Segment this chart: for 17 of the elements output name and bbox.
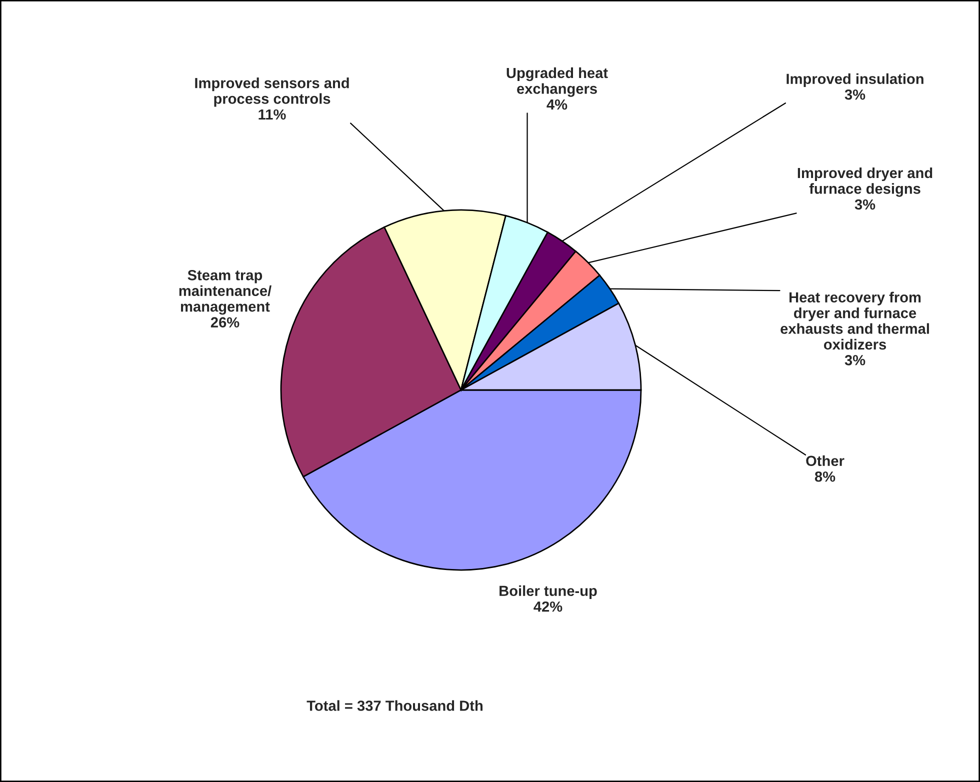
- slice-label: Other: [806, 455, 844, 466]
- data-label: 3%: [844, 355, 866, 366]
- text: Total = 337 Thousand Dth: [306, 700, 482, 711]
- slice-label: Improved insulation: [786, 73, 924, 87]
- data-label: 8%: [814, 471, 836, 482]
- data-label: 4%: [546, 99, 568, 110]
- slice-label: Boiler tune-up: [500, 585, 597, 599]
- slice-label: Improved dryer and furnace designs: [798, 167, 932, 197]
- data-label: 3%: [844, 89, 866, 100]
- slice-label: Steam trap maintenance/ management: [179, 270, 272, 315]
- data-label: 3%: [854, 199, 876, 210]
- slice-label: Upgraded heat exchangers: [506, 67, 608, 97]
- data-label: 42%: [534, 601, 562, 612]
- data-label: 11%: [258, 109, 286, 120]
- slice-label: Heat recovery from dryer and furnace exhausts and thermal oxidizers: [780, 292, 929, 350]
- data-label: 26%: [210, 317, 240, 328]
- slice-label: Improved sensors and process controls: [195, 77, 349, 107]
